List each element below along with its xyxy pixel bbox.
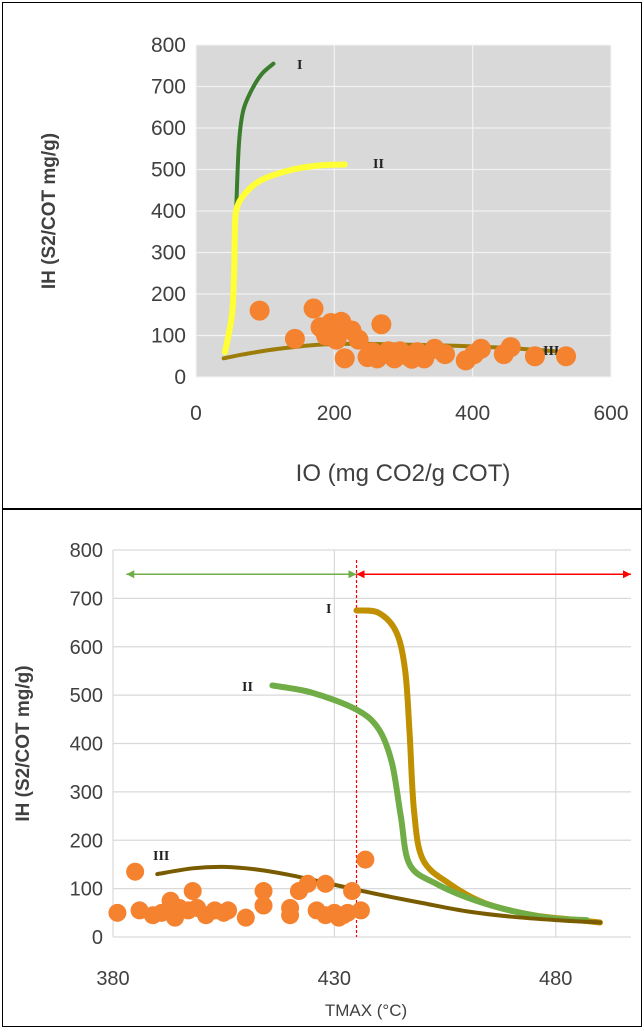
curve-label-III: III bbox=[543, 344, 559, 359]
x-tick-label: 600 bbox=[593, 402, 628, 425]
x-tick-label: 200 bbox=[317, 402, 352, 425]
y-tick-label: 800 bbox=[151, 34, 186, 57]
chart-panel-tmax: 0 100 200 300 400 500 600 700 800 380 430 480 I II III… bbox=[2, 509, 642, 1027]
y-tick-label: 500 bbox=[70, 685, 103, 707]
y-tick-label: 700 bbox=[70, 588, 103, 610]
data-point bbox=[371, 314, 392, 335]
y-tick-label: 400 bbox=[70, 734, 103, 756]
data-point bbox=[524, 346, 545, 367]
data-point bbox=[351, 901, 370, 920]
y-tick-label: 500 bbox=[151, 159, 186, 182]
y-axis-label: IH (S2/COT mg/g) bbox=[39, 133, 60, 289]
curve-label-I: I bbox=[326, 602, 331, 617]
data-point bbox=[338, 903, 357, 922]
data-point bbox=[303, 298, 324, 319]
data-point bbox=[284, 328, 305, 349]
data-point bbox=[249, 300, 270, 321]
data-point bbox=[108, 903, 127, 922]
curve-I bbox=[234, 61, 276, 213]
curve-label-II: II bbox=[373, 157, 384, 172]
chart-panel-io: 0 100 200 300 400 500 600 700 800 0 200 400 600 I II II… bbox=[2, 2, 642, 509]
x-axis-label: TMAX (°C) bbox=[325, 1001, 407, 1020]
data-point bbox=[183, 882, 202, 901]
y-tick-label: 0 bbox=[174, 366, 186, 389]
y-tick-label: 600 bbox=[151, 117, 186, 140]
y-axis-label: IH (S2/COT mg/g) bbox=[13, 665, 34, 821]
data-point bbox=[470, 338, 491, 359]
x-tick-label: 380 bbox=[96, 968, 129, 990]
x-tick-label: 430 bbox=[318, 968, 351, 990]
range-arrow-head bbox=[348, 570, 357, 579]
data-point bbox=[500, 337, 521, 358]
y-tick-label: 200 bbox=[70, 830, 103, 852]
curve-II bbox=[269, 682, 590, 924]
data-point bbox=[236, 908, 255, 927]
y-tick-label: 300 bbox=[151, 242, 186, 265]
data-point bbox=[343, 882, 362, 901]
x-tick-label: 480 bbox=[539, 968, 572, 990]
curve-label-I: I bbox=[297, 58, 302, 73]
data-point bbox=[254, 896, 273, 915]
curve-label-III: III bbox=[153, 849, 169, 864]
data-point bbox=[356, 850, 375, 869]
x-axis-label: IO (mg CO2/g COT) bbox=[296, 460, 511, 487]
x-tick-label: 0 bbox=[190, 402, 202, 425]
range-arrow-tail bbox=[126, 570, 135, 579]
data-point bbox=[348, 329, 369, 350]
curve-label-II: II bbox=[242, 680, 253, 695]
data-point bbox=[281, 906, 300, 925]
data-point bbox=[254, 882, 273, 901]
y-tick-label: 400 bbox=[151, 200, 186, 223]
y-tick-label: 600 bbox=[70, 637, 103, 659]
y-tick-label: 800 bbox=[70, 540, 103, 562]
range-arrow-head bbox=[623, 570, 631, 579]
y-tick-label: 200 bbox=[151, 283, 186, 306]
curve-II bbox=[222, 161, 348, 356]
x-tick-label: 400 bbox=[455, 402, 490, 425]
data-point bbox=[316, 874, 335, 893]
y-tick-label: 300 bbox=[70, 782, 103, 804]
data-point bbox=[126, 862, 145, 881]
range-arrow-tail bbox=[356, 570, 365, 579]
y-tick-label: 700 bbox=[151, 76, 186, 99]
y-tick-label: 100 bbox=[70, 879, 103, 901]
data-point bbox=[556, 346, 577, 367]
data-point bbox=[298, 874, 317, 893]
data-point bbox=[435, 344, 455, 365]
data-point bbox=[219, 901, 238, 920]
data-point bbox=[326, 329, 347, 350]
data-point bbox=[334, 348, 355, 369]
y-tick-label: 0 bbox=[92, 927, 103, 949]
y-tick-label: 100 bbox=[151, 325, 186, 348]
